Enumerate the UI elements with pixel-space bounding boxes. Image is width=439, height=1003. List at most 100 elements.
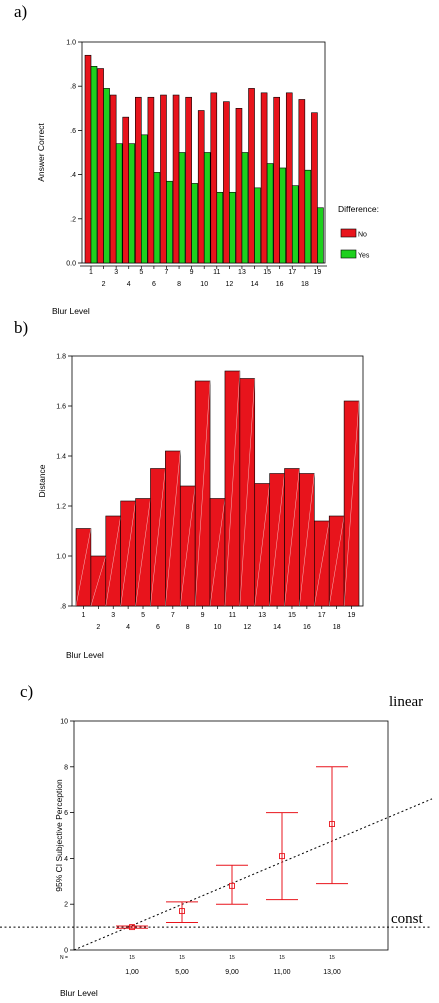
plot-frame — [73, 720, 389, 951]
bar-hatch — [209, 498, 226, 607]
y-tick-label: 1.2 — [56, 504, 66, 511]
n-value: 15 — [179, 955, 185, 961]
x-tick-label: 11 — [213, 269, 220, 276]
panel-label-c: c) — [20, 682, 34, 701]
mean-marker — [179, 908, 185, 915]
x-tick-label: 13 — [258, 612, 266, 619]
bar-hatch — [343, 400, 360, 607]
bar-no — [311, 112, 318, 264]
bar-hatch — [194, 380, 211, 607]
y-axis-label: 95% CI Subjective Perception — [54, 779, 64, 892]
bar-no — [185, 96, 192, 264]
bar-no — [84, 54, 92, 264]
mean-marker — [229, 882, 235, 889]
bar-yes — [103, 88, 110, 264]
x-tick-label: 14 — [273, 624, 281, 631]
mean-marker — [129, 924, 135, 931]
bar-yes — [241, 152, 249, 264]
y-axis-label: Distance — [37, 464, 47, 497]
y-tick-label: 0 — [64, 948, 68, 955]
y-tick-label: 0.0 — [66, 261, 76, 268]
bar-yes — [166, 180, 173, 264]
x-tick-label: 5 — [141, 612, 145, 619]
bar-yes — [317, 207, 324, 264]
bar-yes — [304, 169, 312, 264]
y-tick-label: 8 — [64, 764, 68, 771]
y-tick-label: 1.0 — [66, 40, 76, 47]
x-tick-label: 15 — [288, 612, 296, 619]
x-tick-label: 9,00 — [225, 969, 239, 976]
legend-swatch-yes — [340, 249, 357, 259]
x-tick-label: 8 — [186, 624, 190, 631]
x-tick-label: 2 — [96, 624, 100, 631]
x-tick-label: 7 — [165, 269, 169, 276]
x-tick-label: 13 — [238, 269, 246, 276]
bar-yes — [178, 152, 186, 264]
x-tick-label: 18 — [301, 281, 309, 288]
x-axis-label: Blur Level — [52, 306, 90, 316]
x-tick-label: 10 — [200, 281, 208, 288]
x-tick-label: 1,00 — [125, 969, 139, 976]
bar-yes — [216, 191, 224, 264]
chart-subjective-perception: 0 2 4 6 8 10 linear const 15 1,00 15 5,00 15 9,00 15 11… — [0, 694, 433, 998]
bar-hatch — [180, 485, 196, 607]
x-tick-label: 8 — [177, 281, 181, 288]
x-tick-label: 4 — [126, 624, 130, 631]
y-tick-label: .2 — [70, 216, 76, 223]
x-tick-label: 3 — [111, 612, 115, 619]
bar-yes — [141, 134, 148, 264]
bar-hatch — [120, 500, 136, 607]
bar-no — [285, 92, 293, 264]
x-tick-label: 1 — [89, 269, 93, 276]
x-tick-label: 11,00 — [274, 969, 291, 976]
bar-no — [223, 101, 230, 264]
legend-swatch-no — [340, 228, 357, 238]
chart-distance: .81.01.21.41.61.812345678910111213141516… — [37, 354, 364, 660]
const-annotation: const — [391, 911, 423, 927]
y-tick-label: 6 — [64, 810, 68, 817]
legend-title: Difference: — [338, 204, 379, 214]
bar-hatch — [284, 468, 300, 607]
x-tick-label: 14 — [251, 281, 259, 288]
x-axis-label: Blur Level — [66, 650, 104, 660]
panel-label-b: b) — [14, 318, 29, 337]
x-tick-label: 17 — [318, 612, 326, 619]
bar-no — [135, 96, 142, 264]
x-tick-label: 3 — [114, 269, 118, 276]
bar-no — [160, 94, 167, 264]
bar-hatch — [269, 473, 285, 607]
bar-yes — [191, 183, 198, 264]
x-tick-label: 5 — [139, 269, 143, 276]
x-tick-label: 1 — [81, 612, 85, 619]
bar-hatch — [254, 483, 270, 607]
n-label: N = — [60, 955, 68, 961]
x-tick-label: 9 — [201, 612, 205, 619]
y-tick-label: 1.0 — [56, 554, 66, 561]
bar-hatch — [314, 520, 330, 607]
x-tick-label: 15 — [263, 269, 271, 276]
x-tick-label: 18 — [333, 624, 341, 631]
bar-no — [210, 92, 218, 264]
bar-no — [260, 92, 268, 264]
bar-no — [122, 116, 130, 264]
x-tick-label: 11 — [229, 612, 236, 619]
bar-yes — [266, 163, 274, 264]
bar-yes — [153, 172, 161, 264]
bar-yes — [90, 66, 98, 264]
y-tick-label: 2 — [64, 902, 68, 909]
y-tick-label: 4 — [64, 856, 68, 863]
bar-hatch — [90, 555, 107, 607]
n-value: 15 — [229, 955, 235, 961]
y-tick-label: .8 — [60, 604, 66, 611]
y-tick-label: 1.4 — [56, 454, 66, 461]
bar-hatch — [135, 498, 151, 607]
bar-no — [235, 108, 243, 264]
chart-answer-correct: 0.0.2.4.6.81.012345678910111213141516171… — [36, 40, 379, 317]
x-axis-label: Blur Level — [60, 988, 98, 998]
bar-no — [109, 94, 117, 264]
x-tick-label: 6 — [156, 624, 160, 631]
bar-hatch — [328, 515, 345, 607]
x-tick-label: 16 — [276, 281, 284, 288]
y-tick-label: 10 — [60, 719, 68, 726]
x-tick-label: 16 — [303, 624, 311, 631]
